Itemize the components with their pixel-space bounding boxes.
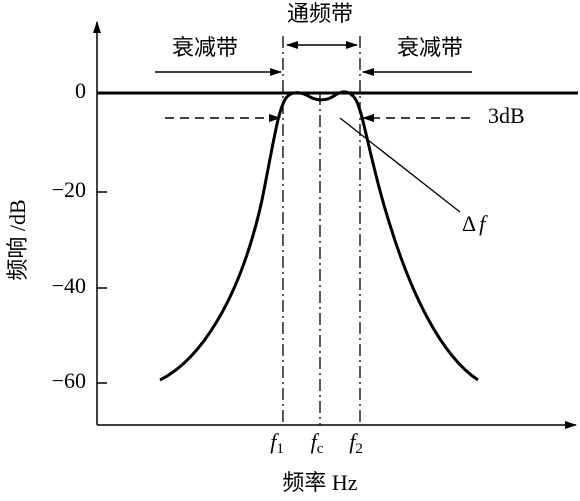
stopband-left-label: 衰减带 [172, 35, 238, 60]
tick-base: f [270, 429, 279, 454]
passband-label: 通频带 [287, 1, 353, 26]
tick-sub: 1 [276, 441, 284, 457]
tick-base: f [349, 429, 358, 454]
tick-base: f [311, 429, 320, 454]
tick-sub: 2 [355, 441, 363, 457]
y-tick-label: −20 [52, 177, 86, 202]
y-tick-label: 0 [75, 78, 86, 103]
x-tick-label: fc [311, 429, 324, 457]
x-axis-label: 频率 Hz [282, 470, 357, 495]
y-tick-label: −40 [52, 273, 86, 298]
axes [93, 21, 578, 429]
y-axis-label: 频响 /dB [5, 199, 30, 280]
stopband-right-label: 衰减带 [397, 35, 463, 60]
delta: Δ [462, 211, 476, 236]
x-tick-label: f1 [270, 429, 284, 457]
level-label: 3dB [488, 103, 525, 128]
tick-sub: c [317, 441, 324, 457]
y-tick-label: −60 [52, 368, 86, 393]
symbol: f [479, 211, 488, 236]
x-tick-label: f2 [349, 429, 363, 457]
